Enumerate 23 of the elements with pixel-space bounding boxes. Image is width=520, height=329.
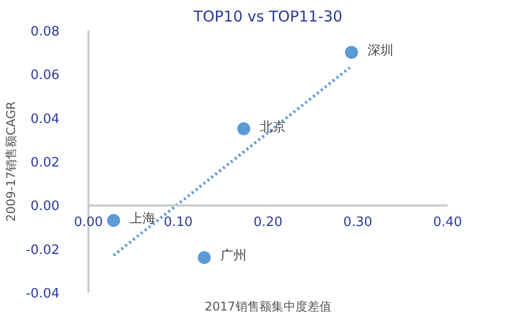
annotation: 上海 bbox=[130, 211, 156, 226]
annotation: 广州 bbox=[220, 248, 246, 264]
y-axis-title: 2009-17销售额CAGR bbox=[4, 101, 18, 222]
y-tick-label: 0.00 bbox=[30, 199, 60, 214]
x-tick-label: 0.10 bbox=[164, 215, 193, 230]
point bbox=[237, 122, 250, 136]
point bbox=[107, 214, 120, 227]
point bbox=[198, 251, 211, 264]
annotation: 深圳 bbox=[367, 43, 394, 58]
x-tick-label: 0.30 bbox=[343, 215, 372, 230]
x-axis-title: 2017销售额集中度差值 bbox=[204, 300, 332, 314]
y-tick-label: 0.04 bbox=[30, 112, 60, 127]
chart-title: TOP10 vs TOP11-30 bbox=[192, 8, 342, 26]
x-tick-label: 0.40 bbox=[433, 215, 462, 230]
x-tick-label: 0.20 bbox=[254, 215, 282, 230]
y-tick-label: -0.02 bbox=[26, 242, 60, 258]
y-tick-label: 0.08 bbox=[30, 24, 60, 40]
annotation: 北京 bbox=[260, 120, 286, 135]
y-tick-label: 0.06 bbox=[30, 68, 60, 84]
y-tick-label: -0.04 bbox=[26, 286, 60, 302]
point bbox=[344, 46, 358, 59]
y-tick-label: 0.02 bbox=[30, 156, 60, 170]
x-tick-label: 0.00 bbox=[74, 215, 103, 230]
